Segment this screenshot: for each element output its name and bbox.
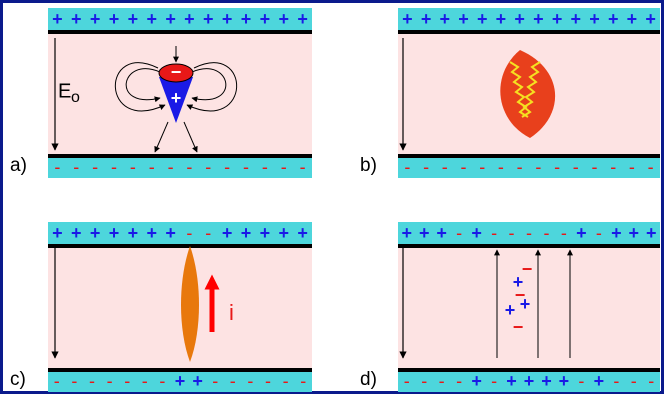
sign-row: ----+-++++-+--- — [404, 371, 655, 391]
top-electrode — [48, 30, 312, 34]
sign-row: +++-+-----+-+++ — [401, 223, 656, 243]
panel-label: a) — [10, 155, 27, 176]
top-electrode — [398, 30, 660, 34]
field-subscript: o — [71, 89, 80, 106]
bottom-plate — [48, 158, 312, 178]
bottom-plate — [398, 158, 660, 178]
field-label: E — [58, 80, 71, 102]
top-electrode — [398, 244, 660, 248]
sign-row: -------++------ — [54, 371, 306, 391]
charge: − — [513, 317, 524, 337]
dipole-minus: − — [171, 62, 182, 82]
top-plate — [48, 222, 312, 244]
charge: + — [520, 294, 531, 314]
top-electrode — [48, 244, 312, 248]
panel-label: d) — [360, 369, 377, 390]
charge: − — [522, 259, 533, 279]
panel-label: c) — [10, 369, 26, 390]
panel-label: b) — [360, 155, 377, 176]
current-label: i — [229, 300, 234, 325]
bottom-electrode — [48, 154, 312, 158]
gap — [48, 248, 312, 372]
top-plate — [398, 8, 660, 30]
dipole-plus: + — [171, 88, 182, 108]
diagram: ++++++++++++++--------------a)++++++++++… — [0, 0, 664, 394]
bottom-electrode — [398, 154, 660, 158]
top-plate — [48, 8, 312, 30]
